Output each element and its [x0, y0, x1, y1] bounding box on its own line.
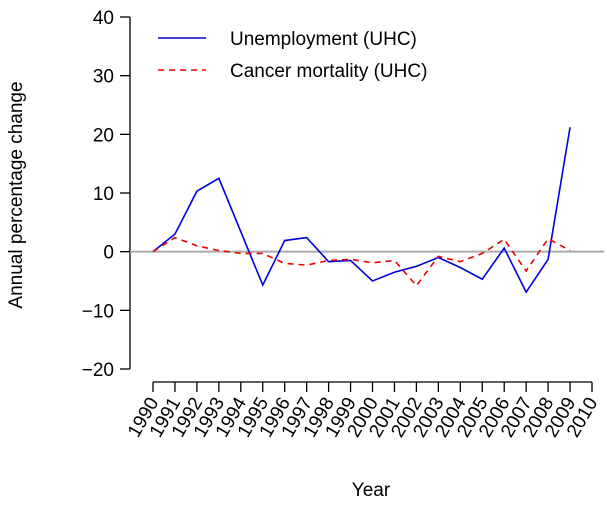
- y-tick-label: 20: [93, 125, 114, 146]
- y-tick-label: 40: [93, 8, 114, 29]
- y-axis-title: Annual percentage change: [6, 81, 27, 308]
- x-axis-title: Year: [352, 480, 391, 501]
- y-tick-label: 10: [93, 184, 114, 205]
- y-tick-label: −10: [82, 301, 114, 322]
- y-tick-label: 30: [93, 67, 114, 88]
- data-line: [152, 236, 571, 287]
- y-tick-label: 0: [103, 243, 114, 264]
- legend-label: Cancer mortality (UHC): [230, 61, 427, 82]
- data-line: [152, 127, 571, 294]
- y-tick-label: −20: [82, 360, 114, 381]
- legend-label: Unemployment (UHC): [230, 29, 417, 50]
